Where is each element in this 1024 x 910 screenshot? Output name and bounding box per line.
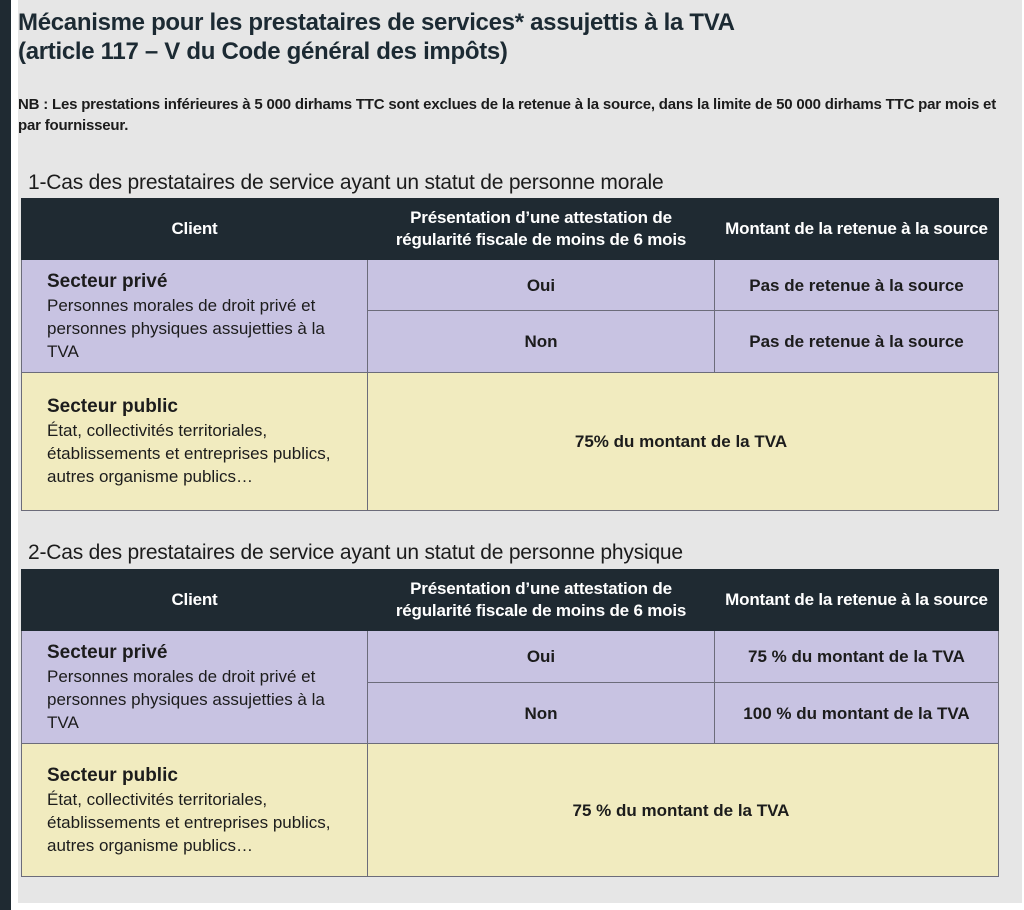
header-client: Client (21, 198, 368, 260)
page-title-line-2: (article 117 – V du Code général des imp… (18, 38, 508, 65)
table-row: Secteur privé Personnes morales de droit… (21, 630, 999, 744)
client-secteur-prive: Secteur privé Personnes morales de droit… (21, 259, 368, 373)
montant-value: Pas de retenue à la source (714, 310, 999, 373)
table-personne-physique: Client Présentation d’une attestation de… (21, 569, 999, 877)
table-row: Non Pas de retenue à la source (22, 310, 999, 373)
client-secteur-public: Secteur public État, collectivités terri… (21, 372, 368, 511)
attestation-value: Oui (367, 259, 715, 311)
left-accent-bar (0, 0, 11, 910)
table-personne-morale: Client Présentation d’une attestation de… (21, 198, 999, 511)
montant-value: Pas de retenue à la source (714, 259, 999, 311)
montant-value: 75 % du montant de la TVA (714, 630, 999, 683)
attestation-value: Non (367, 682, 715, 744)
header-attestation: Présentation d’une attestation de régula… (367, 569, 715, 631)
client-title: Secteur privé (47, 641, 168, 663)
attestation-value: Non (367, 310, 715, 373)
page-title: Mécanisme pour les prestataires de servi… (18, 8, 735, 66)
section-title-personne-physique: 2-Cas des prestataires de service ayant … (28, 541, 683, 564)
client-description: État, collectivités territoriales, établ… (47, 421, 331, 486)
client-description: Personnes morales de droit privé et pers… (47, 295, 325, 361)
header-attestation: Présentation d’une attestation de régula… (367, 198, 715, 260)
client-description: État, collectivités territoriales, établ… (47, 789, 331, 855)
table-row: Secteur privé Personnes morales de droit… (21, 259, 999, 373)
client-secteur-public: Secteur public État, collectivités terri… (21, 743, 368, 877)
header-montant: Montant de la retenue à la source (714, 198, 999, 260)
page-title-line-1: Mécanisme pour les prestataires de servi… (18, 9, 735, 36)
header-client: Client (21, 569, 368, 631)
header-montant: Montant de la retenue à la source (714, 569, 999, 631)
table-header-row: Client Présentation d’une attestation de… (21, 569, 999, 631)
attestation-value: Oui (367, 630, 715, 683)
table-header-row: Client Présentation d’une attestation de… (21, 198, 999, 260)
nb-note: NB : Les prestations inférieures à 5 000… (18, 96, 996, 134)
client-title: Secteur public (47, 396, 178, 417)
client-secteur-prive: Secteur privé Personnes morales de droit… (21, 630, 368, 744)
client-title: Secteur public (47, 764, 178, 786)
section-title-personne-morale: 1-Cas des prestataires de service ayant … (28, 171, 664, 194)
table-row: Non 100 % du montant de la TVA (22, 682, 999, 744)
public-retenue-value: 75 % du montant de la TVA (367, 743, 999, 877)
client-title: Secteur privé (47, 270, 168, 292)
table-row: Secteur public État, collectivités terri… (21, 743, 999, 877)
table-row: Secteur public État, collectivités terri… (21, 372, 999, 511)
montant-value: 100 % du montant de la TVA (714, 682, 999, 744)
public-retenue-value: 75% du montant de la TVA (367, 372, 999, 511)
client-description: Personnes morales de droit privé et pers… (47, 666, 325, 732)
